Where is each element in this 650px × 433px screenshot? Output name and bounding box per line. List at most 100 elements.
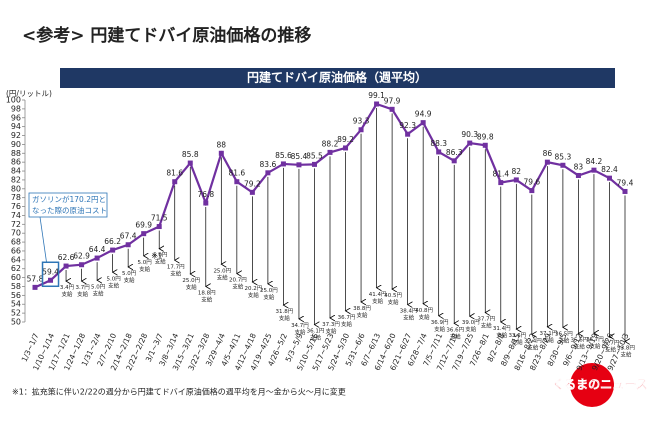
subsidy-label: 31.4円支給 bbox=[493, 325, 511, 339]
y-tick-label: 52 bbox=[11, 309, 21, 318]
annotation-box bbox=[41, 261, 60, 288]
value-label: 79.4 bbox=[617, 178, 634, 187]
value-label: 82 bbox=[512, 167, 522, 176]
price-marker bbox=[296, 162, 302, 168]
y-tick-label: 54 bbox=[11, 300, 21, 309]
y-tick-label: 50 bbox=[11, 318, 21, 327]
value-label: 90.3 bbox=[461, 130, 478, 139]
subsidy-label: 31.8円支給 bbox=[276, 308, 294, 322]
value-label: 85.4 bbox=[291, 152, 308, 161]
price-marker bbox=[327, 149, 333, 155]
subsidy-label: 37.7円支給 bbox=[477, 315, 495, 329]
price-marker bbox=[63, 263, 69, 269]
subsidy-label: 5.0円支給 bbox=[138, 258, 153, 272]
value-label: 81.6 bbox=[228, 169, 245, 178]
value-label: 62.6 bbox=[58, 253, 75, 262]
price-marker bbox=[405, 131, 411, 137]
price-marker bbox=[358, 127, 364, 133]
value-label: 86.3 bbox=[446, 148, 463, 157]
y-tick-label: 82 bbox=[11, 175, 21, 184]
subsidy-label: 36.7円支給 bbox=[586, 336, 604, 350]
value-label: 92.3 bbox=[399, 121, 416, 130]
value-label: 83 bbox=[574, 162, 584, 171]
price-marker bbox=[110, 247, 116, 253]
page-title: <参考> 円建てドバイ原油価格の推移 bbox=[22, 25, 311, 46]
value-label: 57.8 bbox=[27, 274, 44, 283]
value-label: 82.4 bbox=[601, 165, 618, 174]
value-label: 62.9 bbox=[73, 252, 90, 261]
subsidy-label: 39.0円支給 bbox=[462, 319, 480, 333]
y-tick-label: 100 bbox=[6, 96, 21, 105]
price-marker bbox=[575, 172, 581, 178]
price-marker bbox=[436, 149, 442, 155]
price-marker bbox=[374, 101, 380, 107]
value-label: 64.4 bbox=[89, 245, 106, 254]
value-label: 66.2 bbox=[104, 237, 121, 246]
price-marker bbox=[187, 160, 193, 166]
price-marker bbox=[172, 179, 178, 185]
y-tick-label: 58 bbox=[11, 282, 21, 291]
subsidy-label: 20.2円支給 bbox=[244, 285, 262, 299]
y-tick-label: 70 bbox=[11, 229, 21, 238]
subsidy-label: 33.8円支給 bbox=[617, 344, 635, 358]
subsidy-label: 40.5円支給 bbox=[384, 292, 402, 306]
subsidy-label: 36.5円支給 bbox=[555, 330, 573, 344]
subsidy-label: 37.1円支給 bbox=[539, 329, 557, 343]
y-tick-label: 96 bbox=[11, 113, 21, 122]
annotation-frame bbox=[28, 192, 108, 218]
price-marker bbox=[622, 188, 628, 194]
y-tick-label: 64 bbox=[11, 255, 21, 264]
value-label: 93.3 bbox=[353, 117, 370, 126]
value-label: 79.2 bbox=[244, 179, 261, 188]
y-tick-label: 92 bbox=[11, 131, 21, 140]
subsidy-label: 37.3円支給 bbox=[322, 321, 340, 335]
header-bar bbox=[60, 68, 615, 88]
y-axis-label: (円/リットル) bbox=[6, 89, 52, 98]
subsidy-label: 40.8円支給 bbox=[415, 306, 433, 320]
value-label: 71.5 bbox=[151, 214, 168, 223]
subsidy-label: 34.7円支給 bbox=[291, 321, 309, 335]
value-label: 97.9 bbox=[384, 96, 401, 105]
annotation-text: なった際の原油コスト bbox=[32, 205, 107, 215]
price-marker bbox=[606, 175, 612, 181]
note-mark: ※1 bbox=[151, 252, 162, 261]
value-label: 88.3 bbox=[430, 139, 447, 148]
y-tick-label: 66 bbox=[11, 246, 21, 255]
price-marker bbox=[125, 242, 131, 248]
subsidy-label: 25.0円支給 bbox=[260, 286, 278, 300]
value-label: 83.6 bbox=[260, 160, 277, 169]
y-tick-label: 76 bbox=[11, 202, 21, 211]
chart-title: 円建てドバイ原油価格（週平均） bbox=[247, 70, 427, 85]
value-label: 79.6 bbox=[523, 178, 540, 187]
price-marker bbox=[94, 255, 100, 261]
subsidy-label: 5.0円支給 bbox=[107, 275, 122, 289]
price-marker bbox=[560, 162, 566, 168]
footnote: ※1：拡充策に伴い2/22の週分から円建てドバイ原油価格の週平均を月～金から火～… bbox=[12, 387, 346, 397]
value-label: 69.9 bbox=[135, 221, 152, 230]
value-label: 85.8 bbox=[182, 150, 199, 159]
price-marker bbox=[498, 180, 504, 186]
y-tick-label: 90 bbox=[11, 140, 21, 149]
subsidy-label: 3.7円支給 bbox=[75, 284, 90, 298]
subsidy-label: 17.7円支給 bbox=[167, 263, 185, 277]
subsidy-label: 35.6円支給 bbox=[571, 336, 589, 350]
y-tick-label: 94 bbox=[11, 122, 21, 131]
subsidy-label: 36.9円支給 bbox=[431, 318, 449, 332]
y-tick-label: 62 bbox=[11, 264, 21, 273]
logo-icon bbox=[570, 363, 614, 407]
value-label: 67.4 bbox=[120, 232, 137, 241]
y-tick-label: 68 bbox=[11, 238, 21, 247]
value-label: 84.2 bbox=[586, 157, 603, 166]
value-label: 88 bbox=[217, 140, 227, 149]
subsidy-label: 32.4円支給 bbox=[524, 337, 542, 351]
annotation-text: ガソリンが170.2円と bbox=[32, 194, 106, 204]
y-tick-label: 86 bbox=[11, 158, 21, 167]
value-label: 88.2 bbox=[322, 139, 339, 148]
price-marker bbox=[591, 167, 597, 173]
subsidy-label: 35.7円支給 bbox=[602, 339, 620, 353]
price-marker bbox=[234, 179, 240, 185]
value-label: 89.8 bbox=[477, 132, 494, 141]
price-marker bbox=[544, 159, 550, 165]
subsidy-label: 20.7円支給 bbox=[229, 276, 247, 290]
